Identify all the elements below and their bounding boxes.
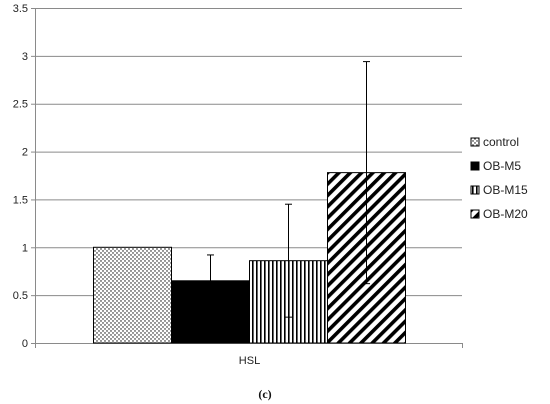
y-tick-label: 1: [22, 242, 28, 254]
category-labels: HSL: [239, 355, 260, 367]
legend-item-control: control: [470, 135, 519, 149]
legend-label: OB-M20: [483, 207, 528, 221]
error-bar-ob-m5: [207, 254, 214, 308]
error-bars: [207, 61, 370, 318]
error-bar-ob-m20: [363, 61, 370, 285]
legend-label: OB-M5: [483, 159, 521, 173]
legend: control OB-M5 OB-M15 OB-M20: [470, 135, 528, 221]
y-tick-labels: 0 0.5 1 1.5 2 2.5 3 3.5: [13, 3, 28, 350]
legend-label: control: [483, 135, 519, 149]
y-tick-label: 0: [22, 338, 28, 350]
y-tick-label: 1.5: [13, 194, 28, 206]
y-tick-label: 3: [22, 51, 28, 63]
bar-control: [93, 246, 172, 344]
y-tick-label: 2: [22, 147, 28, 159]
chart-caption: (c): [258, 387, 271, 401]
bars: [93, 172, 406, 344]
legend-swatch: [470, 161, 480, 171]
y-tick-label: 3.5: [13, 3, 28, 15]
x-category-label: HSL: [239, 355, 260, 367]
y-tick-label: 0.5: [13, 290, 28, 302]
legend-label: OB-M15: [483, 183, 528, 197]
legend-swatch: [470, 209, 480, 219]
legend-swatch: [470, 185, 480, 195]
legend-item-ob-m15: OB-M15: [470, 183, 528, 197]
y-tick-label: 2.5: [13, 99, 28, 111]
legend-item-ob-m5: OB-M5: [470, 159, 521, 173]
legend-swatch: [470, 137, 480, 147]
error-bar-ob-m15: [285, 203, 292, 318]
legend-item-ob-m20: OB-M20: [470, 207, 528, 221]
